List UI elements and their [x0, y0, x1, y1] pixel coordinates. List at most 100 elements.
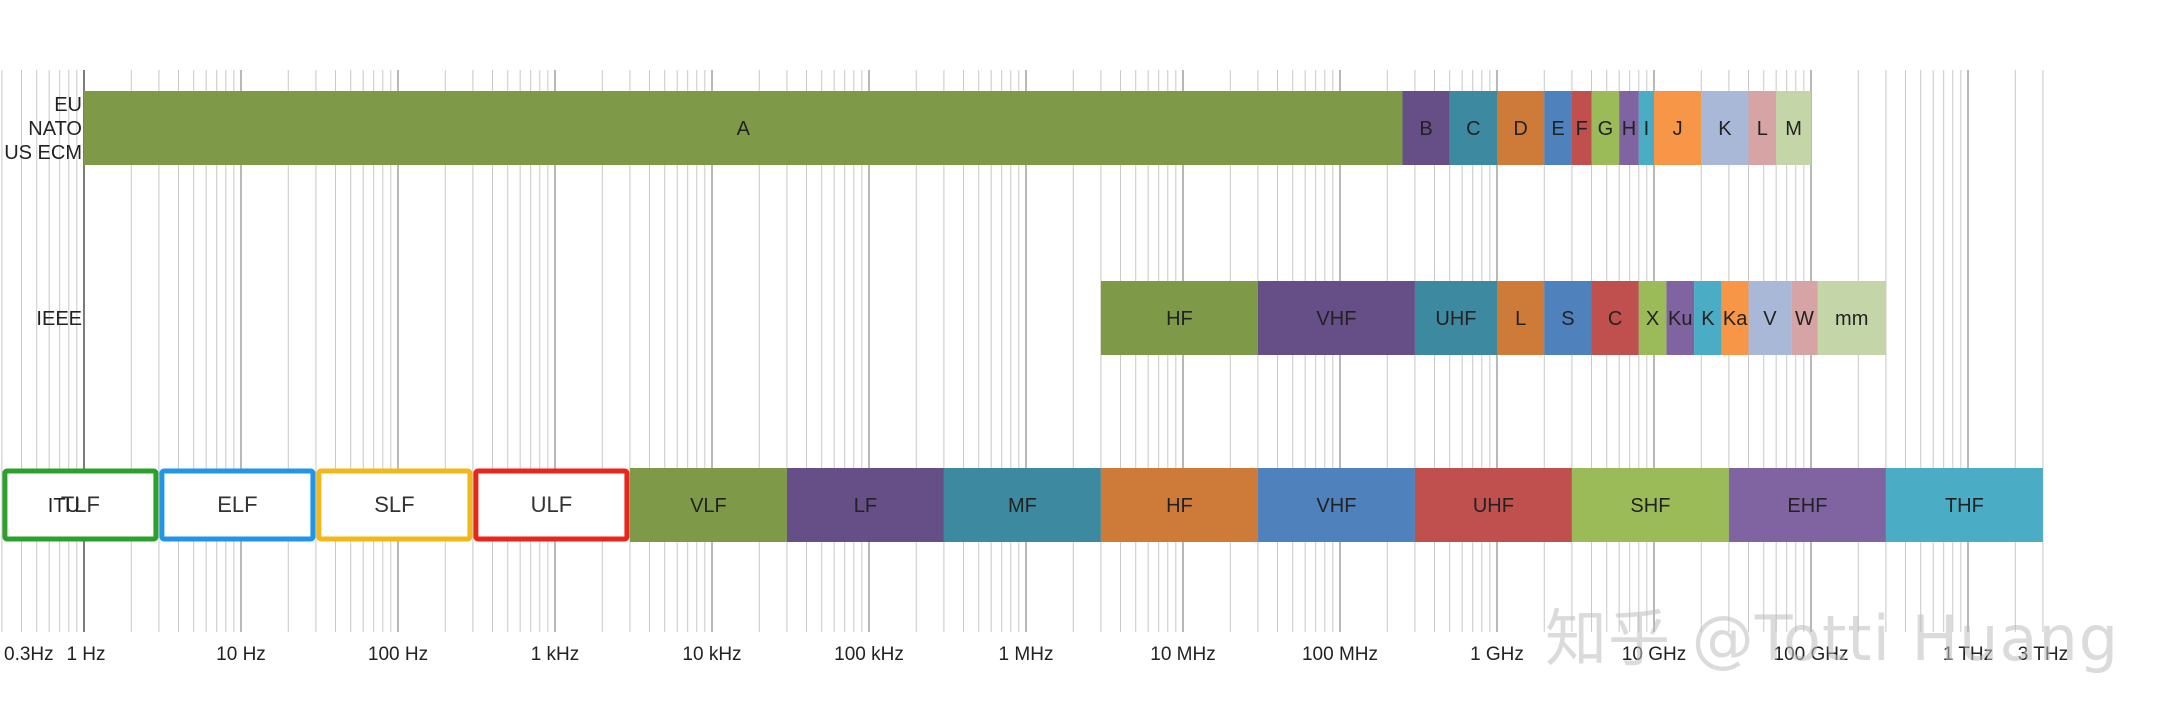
band-label: LF: [854, 495, 877, 517]
band-0-8: I: [1638, 91, 1654, 165]
band-1-0: HF: [1100, 281, 1258, 355]
band-bar: [1748, 91, 1777, 165]
x-tick-label: 1 MHz: [999, 644, 1054, 665]
band-label: VHF: [1316, 308, 1356, 330]
band-bar: [1257, 281, 1415, 355]
band-label: HF: [1166, 308, 1193, 330]
x-tick-label: 100 MHz: [1302, 644, 1378, 665]
band-bar: [1591, 91, 1620, 165]
band-bar: [1449, 91, 1497, 165]
band-bar: [1619, 91, 1639, 165]
x-tick-label: 100 Hz: [368, 644, 428, 665]
band-bar: [1497, 281, 1545, 355]
band-bar: [1701, 91, 1749, 165]
x-tick-label: 1 THz: [1943, 644, 1993, 665]
band-1-9: Ka: [1721, 281, 1749, 355]
band-label: UHF: [1473, 495, 1514, 517]
band-bar: [84, 91, 1403, 165]
band-2-2: SLF: [316, 468, 473, 542]
band-1-6: X: [1638, 281, 1667, 355]
band-2-7: HF: [1100, 468, 1258, 542]
band-label: THF: [1945, 495, 1984, 517]
band-bar: [1591, 281, 1639, 355]
band-label: M: [1785, 118, 1802, 140]
row-label: NATO: [28, 118, 82, 140]
band-0-9: J: [1654, 91, 1702, 165]
band-label: D: [1513, 118, 1527, 140]
x-tick-label: 0.3Hz: [4, 644, 54, 665]
band-outline-elf: [159, 468, 316, 542]
band-bar: [1100, 281, 1258, 355]
band-outline-ulf: [473, 468, 630, 542]
band-2-9: UHF: [1414, 468, 1572, 542]
band-2-6: MF: [943, 468, 1101, 542]
band-bar: [1571, 468, 1729, 542]
band-bar: [1654, 91, 1702, 165]
band-0-12: M: [1776, 91, 1811, 165]
band-bar: [1571, 91, 1592, 165]
x-tick-label: 10 GHz: [1622, 644, 1686, 665]
x-tick-label: 10 kHz: [682, 644, 741, 665]
x-tick-labels: 0.3Hz 1 Hz 10 Hz 100 Hz 1 kHz 10 kHz 100 kHz 1 …: [4, 644, 2068, 665]
band-label: SHF: [1630, 495, 1670, 517]
band-bar: [1257, 468, 1415, 542]
band-bar: [1748, 281, 1792, 355]
band-label: mm: [1835, 308, 1868, 330]
band-1-5: C: [1591, 281, 1639, 355]
x-tick-label: 3 THz: [2018, 644, 2068, 665]
band-bar: [1666, 281, 1695, 355]
band-label: L: [1757, 118, 1768, 140]
band-2-11: EHF: [1728, 468, 1886, 542]
band-2-0: TLF: [2, 468, 159, 542]
band-bar: [1544, 281, 1592, 355]
band-bar: [1791, 281, 1818, 355]
band-label: V: [1763, 308, 1777, 330]
band-bar: [1100, 468, 1258, 542]
band-label: EHF: [1787, 495, 1827, 517]
band-label: Ka: [1723, 308, 1748, 330]
band-bar: [1544, 91, 1572, 165]
x-tick-label: 100 kHz: [834, 644, 904, 665]
band-bar: [629, 468, 787, 542]
row-label: US ECM: [4, 142, 82, 164]
band-2-1: ELF: [159, 468, 316, 542]
band-label: G: [1598, 118, 1614, 140]
band-bar: [1776, 91, 1811, 165]
band-label: VLF: [690, 495, 727, 517]
band-label: B: [1419, 118, 1432, 140]
band-outline-tlf: [2, 468, 159, 542]
band-label: L: [1515, 308, 1526, 330]
band-label: ULF: [531, 492, 573, 517]
band-label: UHF: [1435, 308, 1476, 330]
watermark-text: 知乎 @Totti Huang: [1545, 602, 2120, 675]
band-1-12: mm: [1817, 281, 1886, 355]
band-bar: [1638, 281, 1667, 355]
band-bar: [1721, 281, 1749, 355]
band-bar: [1728, 468, 1886, 542]
band-0-1: B: [1402, 91, 1450, 165]
band-bar: [1497, 91, 1545, 165]
band-label: K: [1701, 308, 1715, 330]
band-label: SLF: [374, 492, 414, 517]
band-0-3: D: [1497, 91, 1545, 165]
x-tick-label: 10 Hz: [216, 644, 266, 665]
band-2-4: VLF: [629, 468, 787, 542]
band-label: A: [737, 118, 751, 140]
x-tick-label: 100 GHz: [1774, 644, 1849, 665]
row-label: EU: [54, 94, 82, 116]
band-bar: [943, 468, 1101, 542]
band-label: ELF: [217, 492, 257, 517]
band-1-11: W: [1791, 281, 1818, 355]
band-label: J: [1673, 118, 1683, 140]
band-bar: [1694, 281, 1722, 355]
band-label: I: [1644, 118, 1650, 140]
band-0-4: E: [1544, 91, 1572, 165]
band-1-4: S: [1544, 281, 1592, 355]
band-label: F: [1576, 118, 1588, 140]
band-bar: [1402, 91, 1450, 165]
row-label: ITU: [48, 495, 80, 517]
band-label: H: [1622, 118, 1636, 140]
band-0-2: C: [1449, 91, 1497, 165]
